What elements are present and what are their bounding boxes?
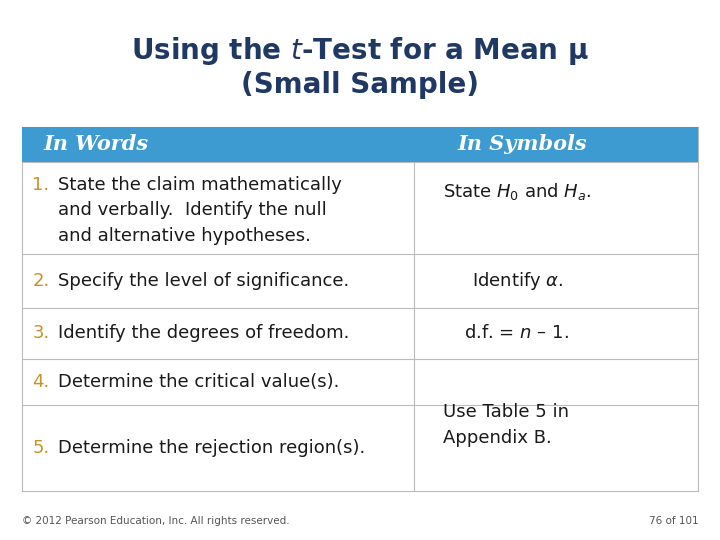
Text: In Symbols: In Symbols <box>457 134 587 154</box>
Text: © 2012 Pearson Education, Inc. All rights reserved.: © 2012 Pearson Education, Inc. All right… <box>22 516 289 526</box>
Text: 5.: 5. <box>32 439 50 457</box>
Text: State the claim mathematically
and verbally.  Identify the null
and alternative : State the claim mathematically and verba… <box>58 176 341 245</box>
Text: 76 of 101: 76 of 101 <box>649 516 698 526</box>
Text: State $H_0$ and $H_a$.: State $H_0$ and $H_a$. <box>443 181 591 202</box>
Text: Specify the level of significance.: Specify the level of significance. <box>58 272 349 290</box>
Text: In Words: In Words <box>43 134 148 154</box>
Text: 1.: 1. <box>32 176 50 193</box>
Text: Using the $\it{t}$-Test for a Mean μ: Using the $\it{t}$-Test for a Mean μ <box>131 35 589 68</box>
Text: Identify $\alpha$.: Identify $\alpha$. <box>472 270 563 292</box>
Text: Determine the rejection region(s).: Determine the rejection region(s). <box>58 439 365 457</box>
Text: 2.: 2. <box>32 272 50 290</box>
Text: (Small Sample): (Small Sample) <box>241 71 479 99</box>
Text: Determine the critical value(s).: Determine the critical value(s). <box>58 373 339 391</box>
Text: d.f. = $n$ – 1.: d.f. = $n$ – 1. <box>464 325 570 342</box>
FancyBboxPatch shape <box>22 127 698 162</box>
Text: 3.: 3. <box>32 325 50 342</box>
Text: Use Table 5 in
Appendix B.: Use Table 5 in Appendix B. <box>443 403 569 448</box>
Text: Identify the degrees of freedom.: Identify the degrees of freedom. <box>58 325 349 342</box>
Text: 4.: 4. <box>32 373 50 391</box>
